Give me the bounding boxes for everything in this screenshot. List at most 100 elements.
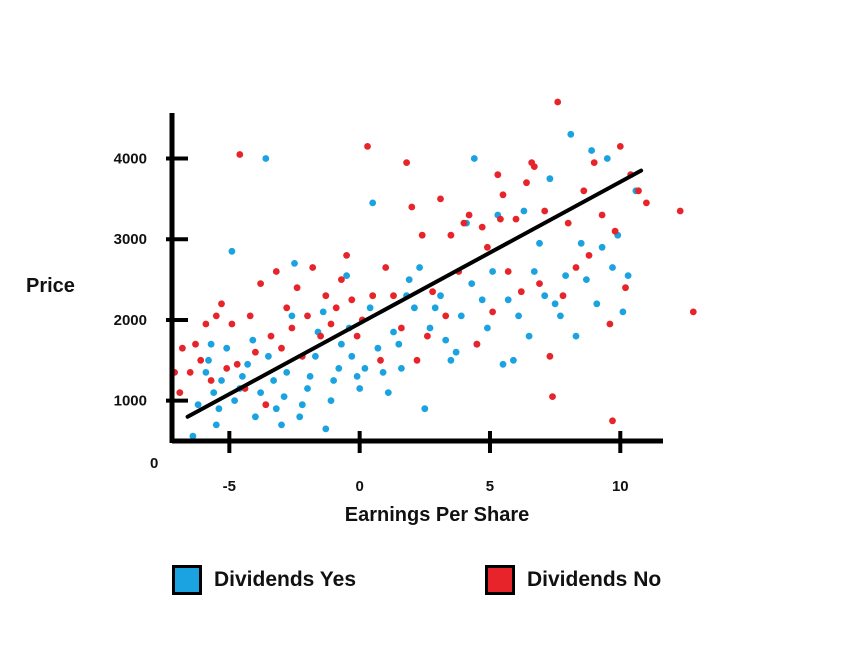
point-dividends-yes-45 — [366, 304, 374, 312]
point-dividends-yes-13 — [239, 373, 246, 380]
point-dividends-yes-21 — [272, 405, 280, 413]
point-dividends-yes-52 — [398, 365, 405, 372]
point-dividends-yes-36 — [330, 377, 337, 384]
point-dividends-yes-71 — [489, 268, 496, 275]
point-dividends-yes-20 — [270, 377, 277, 384]
point-dividends-yes-22 — [278, 421, 285, 429]
legend-swatch-no — [485, 565, 515, 595]
point-dividends-no-43 — [403, 159, 410, 167]
point-dividends-yes-87 — [572, 332, 580, 340]
y-tick-label: 1000 — [114, 393, 147, 410]
point-dividends-yes-39 — [343, 272, 350, 279]
point-dividends-no-81 — [622, 284, 629, 292]
point-dividends-yes-70 — [484, 324, 491, 332]
point-dividends-no-2 — [179, 344, 186, 352]
point-dividends-no-89 — [497, 215, 504, 223]
point-dividends-no-37 — [364, 143, 371, 150]
point-dividends-no-46 — [418, 231, 426, 239]
point-dividends-no-1 — [176, 389, 184, 396]
point-dividends-yes-84 — [557, 312, 564, 320]
point-dividends-yes-15 — [249, 336, 257, 344]
point-dividends-yes-90 — [588, 147, 595, 154]
point-dividends-no-27 — [309, 264, 317, 271]
point-dividends-yes-91 — [593, 300, 601, 308]
point-dividends-yes-57 — [421, 405, 429, 413]
point-dividends-yes-67 — [470, 155, 478, 162]
point-dividends-no-45 — [413, 356, 421, 364]
point-dividends-yes-61 — [442, 336, 450, 344]
point-dividends-no-51 — [447, 231, 455, 239]
point-dividends-no-76 — [590, 159, 598, 167]
point-dividends-no-84 — [643, 199, 650, 207]
point-dividends-no-33 — [343, 252, 350, 259]
point-dividends-yes-18 — [262, 155, 270, 162]
point-dividends-yes-42 — [353, 373, 361, 380]
point-dividends-yes-31 — [312, 352, 319, 360]
point-dividends-no-40 — [382, 264, 390, 271]
point-dividends-yes-7 — [215, 405, 223, 413]
point-dividends-no-38 — [369, 292, 377, 300]
point-dividends-no-15 — [246, 312, 254, 320]
point-dividends-no-3 — [186, 369, 194, 376]
point-dividends-yes-46 — [369, 199, 377, 207]
point-dividends-yes-83 — [551, 300, 559, 308]
point-dividends-no-85 — [609, 417, 616, 425]
point-dividends-no-8 — [212, 312, 220, 320]
y-tick-label: 3000 — [114, 231, 147, 248]
legend-swatch-yes — [172, 565, 202, 595]
y-tick-label: 4000 — [114, 151, 147, 168]
point-dividends-yes-16 — [252, 413, 259, 421]
legend-item-yes: Dividends Yes — [172, 565, 356, 595]
point-dividends-no-74 — [580, 187, 588, 195]
legend-label-no: Dividends No — [527, 568, 662, 591]
point-dividends-no-20 — [272, 268, 280, 275]
x-tick-label: 10 — [612, 478, 629, 495]
point-dividends-yes-23 — [280, 393, 288, 400]
point-dividends-yes-96 — [619, 308, 627, 316]
y-axis-title: Price — [26, 275, 75, 297]
point-dividends-no-72 — [564, 219, 572, 227]
point-dividends-yes-77 — [520, 207, 528, 215]
point-dividends-yes-58 — [426, 324, 434, 332]
point-dividends-no-67 — [541, 207, 549, 215]
point-dividends-no-79 — [611, 227, 619, 235]
trend-line — [185, 168, 644, 419]
origin-label: 0 — [150, 455, 158, 472]
point-dividends-yes-88 — [577, 239, 585, 247]
point-dividends-yes-60 — [437, 292, 444, 300]
point-dividends-no-4 — [192, 340, 199, 348]
point-dividends-no-60 — [499, 191, 507, 199]
point-dividends-yes-37 — [335, 365, 343, 372]
point-dividends-yes-66 — [468, 280, 476, 287]
point-dividends-yes-89 — [583, 276, 590, 283]
point-dividends-yes-97 — [624, 272, 632, 279]
x-tick-label: 5 — [486, 478, 494, 495]
point-dividends-no-29 — [322, 292, 330, 300]
point-dividends-yes-1 — [194, 401, 202, 409]
point-dividends-yes-73 — [499, 360, 507, 368]
point-dividends-yes-25 — [288, 312, 296, 320]
point-dividends-no-58 — [489, 308, 496, 316]
point-dividends-no-39 — [377, 356, 384, 364]
point-dividends-yes-44 — [361, 365, 369, 372]
point-dividends-no-32 — [338, 276, 345, 283]
point-dividends-no-53 — [460, 219, 468, 227]
point-dividends-yes-76 — [515, 312, 522, 320]
point-dividends-yes-24 — [283, 369, 291, 376]
point-dividends-no-77 — [598, 211, 606, 219]
point-dividends-yes-10 — [228, 247, 236, 255]
point-dividends-yes-28 — [298, 401, 306, 409]
point-dividends-no-70 — [554, 98, 562, 106]
point-dividends-yes-3 — [205, 356, 212, 364]
point-dividends-no-88 — [528, 159, 536, 167]
point-dividends-no-31 — [332, 304, 340, 312]
point-dividends-no-12 — [233, 360, 241, 368]
point-dividends-yes-92 — [598, 243, 606, 251]
point-dividends-yes-49 — [384, 389, 392, 396]
point-dividends-no-59 — [494, 171, 502, 179]
point-dividends-yes-47 — [374, 344, 382, 352]
point-dividends-no-13 — [236, 151, 244, 158]
point-dividends-no-47 — [424, 332, 431, 340]
point-dividends-yes-85 — [562, 272, 569, 279]
point-dividends-no-18 — [262, 401, 270, 409]
